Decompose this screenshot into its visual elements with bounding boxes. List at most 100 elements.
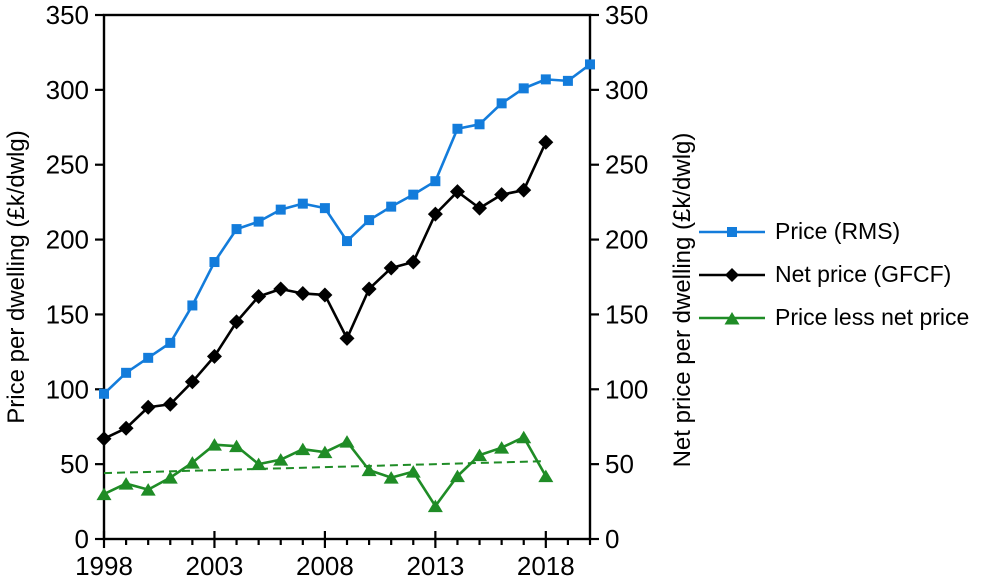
triangle-marker-icon: [118, 477, 134, 490]
x-axis-tick-label: 2018: [517, 551, 575, 581]
triangle-marker-icon: [273, 453, 289, 466]
right-axis-tick-label: 50: [605, 449, 634, 479]
triangle-marker-icon: [494, 441, 510, 454]
data-series: [96, 59, 595, 513]
diamond-marker-icon: [229, 314, 245, 330]
triangle-marker-icon: [162, 471, 178, 484]
square-marker-icon: [143, 352, 154, 363]
triangle-marker-icon: [405, 465, 421, 478]
line-triangle-marker-icon: [699, 311, 765, 324]
triangle-marker-icon: [184, 456, 200, 469]
square-marker-icon: [187, 300, 198, 311]
triangle-marker-icon: [339, 435, 355, 448]
square-marker-icon: [562, 75, 573, 86]
square-marker-icon: [297, 198, 308, 209]
square-marker-icon: [165, 337, 176, 348]
triangle-marker-icon: [206, 438, 222, 451]
diamond-marker-icon: [361, 281, 377, 297]
left-axis-tick-label: 200: [46, 225, 89, 255]
right-axis-label: Net price per dwelling (£k/dwlg): [669, 133, 696, 468]
diamond-marker-icon: [118, 420, 134, 436]
diamond-marker-icon: [162, 396, 178, 412]
left-axis-tick-label: 0: [75, 524, 89, 554]
diamond-marker-icon: [516, 182, 532, 198]
right-axis-tick-label: 150: [605, 299, 648, 329]
diamond-marker-icon: [339, 330, 355, 346]
diamond-marker-icon: [538, 134, 554, 150]
square-marker-icon: [319, 203, 330, 214]
left-axis-tick-label: 100: [46, 374, 89, 404]
legend-label-net-price-gfcf: Net price (GFCF): [775, 261, 952, 287]
triangle-marker-icon: [449, 469, 465, 483]
diamond-marker-icon: [472, 200, 488, 216]
legend-item-price-less-net-price: Price less net price: [698, 296, 969, 339]
square-marker-icon: [121, 367, 132, 378]
diamond-marker-icon: [383, 260, 399, 276]
legend-label-price-rms: Price (RMS): [775, 218, 901, 244]
diamond-marker-icon: [273, 281, 289, 297]
triangle-marker-icon: [96, 487, 112, 501]
diamond-marker-icon: [295, 285, 311, 301]
triangle-marker-icon: [229, 439, 245, 453]
diamond-marker-icon: [251, 288, 267, 304]
line-square-marker-icon: [699, 226, 765, 237]
square-marker-icon: [496, 98, 507, 109]
triangle-marker-icon: [427, 499, 443, 513]
x-axis-tick-label: 2008: [296, 551, 354, 581]
left-axis-tick-label: 300: [46, 75, 89, 105]
square-marker-icon: [99, 388, 109, 399]
x-axis-tick-label: 1998: [75, 551, 133, 581]
diamond-marker-icon: [206, 348, 222, 364]
square-marker-icon: [275, 204, 286, 215]
diamond-marker-icon: [317, 287, 333, 303]
diamond-marker-icon: [184, 374, 200, 390]
left-axis-tick-label: 50: [60, 449, 89, 479]
legend-label-price-less-net-price: Price less net price: [775, 304, 970, 330]
square-marker-icon: [540, 74, 551, 85]
triangle-marker-icon: [538, 469, 554, 483]
left-axis-label: Price per dwelling (£k/dwlg): [3, 130, 30, 423]
triangle-marker-icon: [140, 483, 156, 496]
axes: 0 0 50 50 100 100 150 150 200 200 250 250 300 300 350 3…: [46, 0, 649, 581]
square-marker-icon: [253, 216, 264, 227]
diamond-marker-icon: [427, 206, 443, 222]
x-axis-tick-label: 2013: [406, 551, 464, 581]
square-marker-icon: [430, 176, 441, 187]
x-axis-tick-label: 2003: [186, 551, 244, 581]
square-marker-icon: [585, 59, 595, 70]
right-axis-tick-label: 100: [605, 374, 648, 404]
triangle-marker-icon: [251, 457, 267, 471]
square-marker-icon: [386, 201, 397, 212]
diamond-marker-icon: [405, 254, 421, 270]
right-axis-tick-label: 350: [605, 0, 648, 30]
legend: Price (RMS) Net price (GFCF) Price less …: [698, 210, 969, 339]
diamond-marker-icon: [140, 399, 156, 415]
right-axis-tick-label: 200: [605, 225, 648, 255]
diamond-marker-icon: [449, 184, 465, 200]
square-marker-icon: [452, 123, 463, 134]
right-axis-tick-label: 250: [605, 150, 648, 180]
triangle-marker-icon: [472, 448, 488, 462]
legend-item-price-rms: Price (RMS): [698, 210, 969, 253]
left-axis-tick-label: 350: [46, 0, 89, 30]
square-marker-icon: [231, 224, 242, 235]
left-axis-tick-label: 250: [46, 150, 89, 180]
triangle-marker-icon: [361, 463, 377, 477]
triangle-marker-icon: [383, 471, 399, 484]
diamond-marker-icon: [494, 187, 510, 203]
left-axis-tick-label: 150: [46, 299, 89, 329]
right-axis-tick-label: 300: [605, 75, 648, 105]
square-marker-icon: [408, 189, 419, 200]
line-diamond-marker-icon: [699, 267, 765, 282]
square-marker-icon: [342, 236, 352, 247]
square-marker-icon: [518, 83, 529, 94]
square-marker-icon: [209, 257, 220, 268]
right-axis-tick-label: 0: [605, 524, 619, 554]
square-marker-icon: [364, 215, 375, 226]
triangle-marker-icon: [295, 442, 311, 456]
triangle-marker-icon: [516, 430, 532, 444]
square-marker-icon: [474, 119, 485, 130]
diamond-marker-icon: [96, 431, 112, 447]
legend-item-net-price-gfcf: Net price (GFCF): [698, 253, 969, 296]
